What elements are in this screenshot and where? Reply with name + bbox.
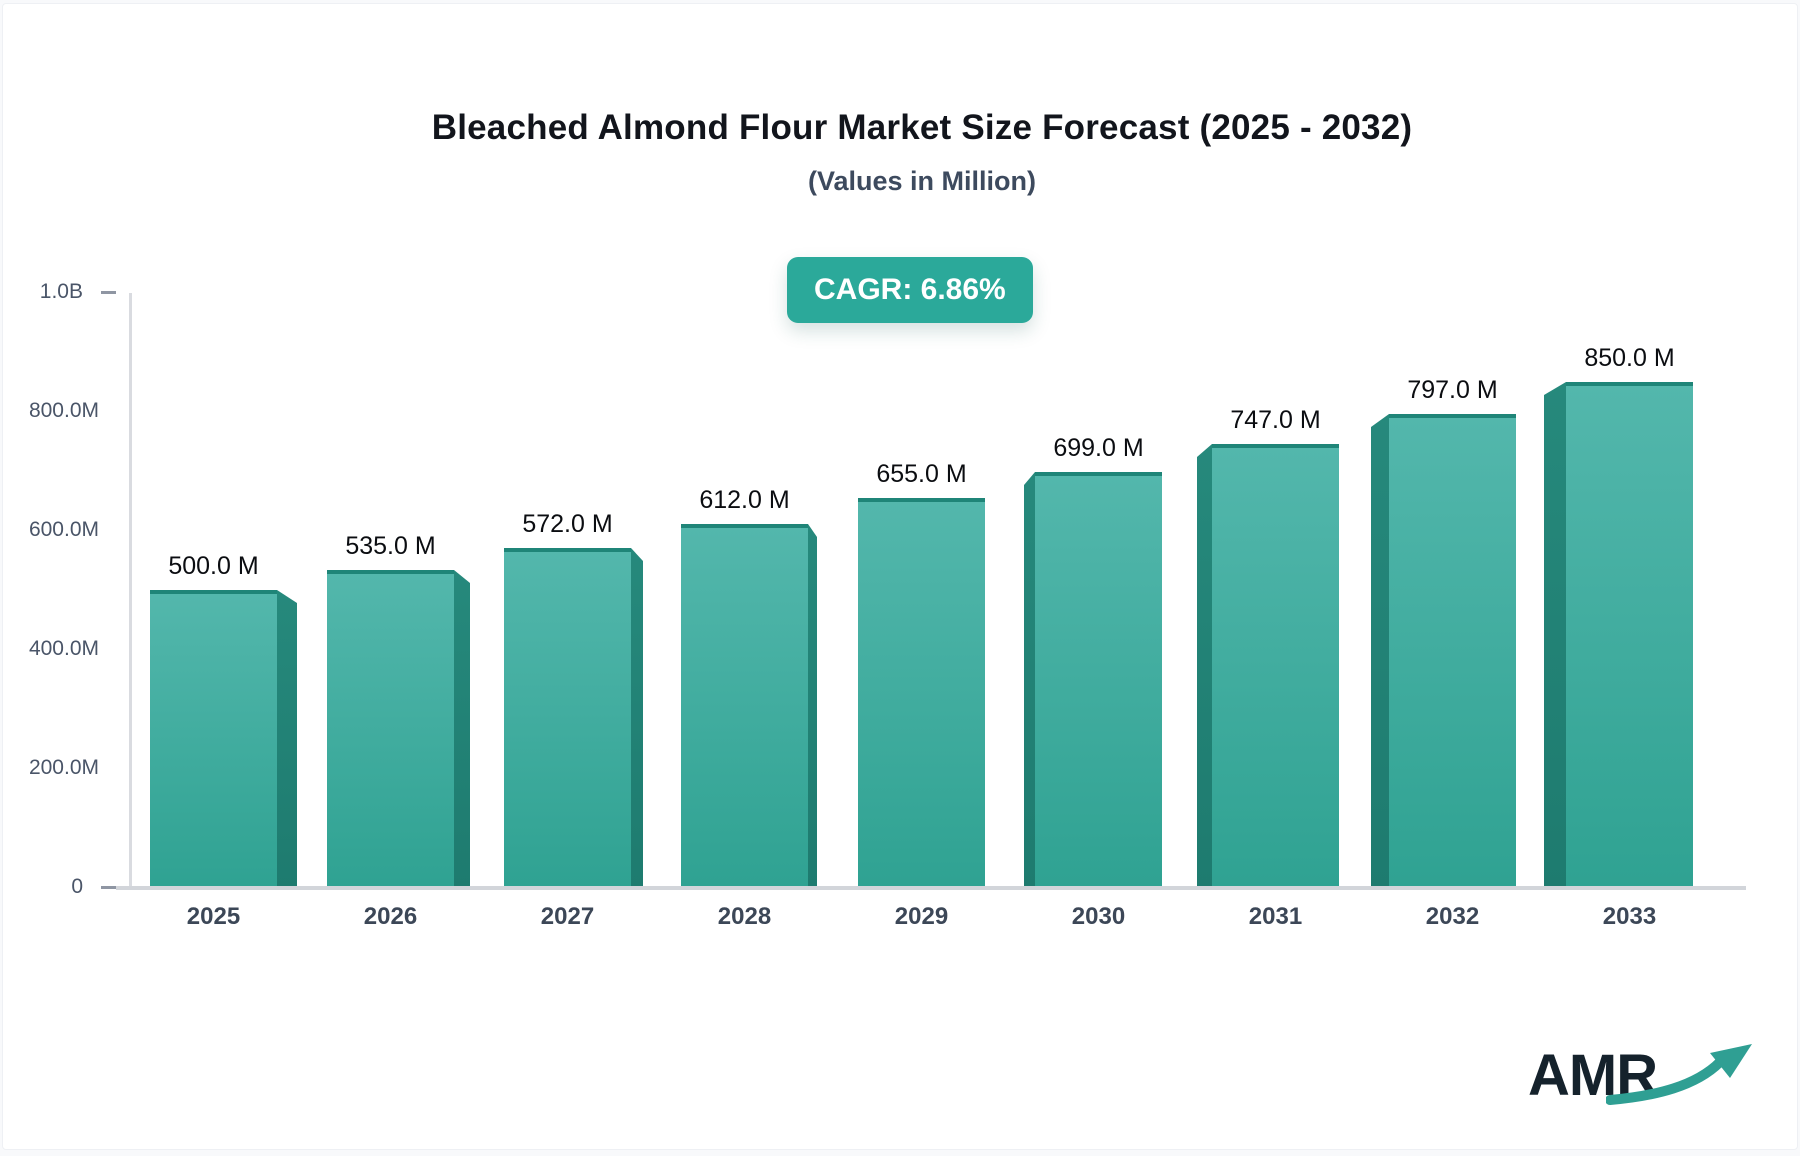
bar-value-label: 655.0 M [876, 460, 967, 488]
bar-side-face [1371, 414, 1389, 888]
bar [1212, 444, 1339, 888]
x-axis-label: 2033 [1602, 903, 1657, 930]
chart-title: Bleached Almond Flour Market Size Foreca… [431, 108, 1413, 147]
x-axis-label: 2032 [1425, 903, 1480, 930]
bar [1389, 414, 1516, 888]
bar-side-face [277, 590, 297, 888]
y-axis-label: 200.0M [28, 756, 99, 779]
y-axis-line [129, 293, 132, 888]
x-axis-label: 2028 [717, 903, 772, 930]
amr-logo: AMR [1528, 1038, 1758, 1118]
y-axis-label: 400.0M [28, 637, 99, 660]
bar [681, 524, 808, 888]
y-axis-label: 800.0M [28, 399, 99, 422]
trending-up-arrow-icon [1606, 1044, 1752, 1105]
y-axis-tick [101, 886, 116, 889]
x-axis-label: 2031 [1248, 903, 1303, 930]
x-axis-label: 2030 [1071, 903, 1126, 930]
bar [858, 498, 985, 888]
chart-subtitle: (Values in Million) [807, 166, 1037, 196]
bar [1566, 382, 1693, 888]
y-axis-label: 0 [71, 875, 83, 898]
bar-value-label: 797.0 M [1407, 376, 1498, 404]
y-axis-tick [101, 291, 116, 294]
x-axis-label: 2025 [186, 903, 241, 930]
bar-value-label: 850.0 M [1584, 344, 1675, 372]
bar-side-face [454, 570, 470, 888]
bar [327, 570, 454, 888]
bar-side-face [1024, 472, 1035, 888]
bar [150, 590, 277, 888]
x-axis-label: 2026 [363, 903, 418, 930]
x-axis-label: 2029 [894, 903, 949, 930]
bar-value-label: 612.0 M [699, 486, 790, 514]
y-axis-label: 600.0M [28, 518, 99, 541]
cagr-badge: CAGR: 6.86% [787, 257, 1033, 323]
bar-value-label: 535.0 M [345, 532, 436, 560]
bar [504, 548, 631, 888]
bar-side-face [1544, 382, 1566, 888]
y-axis-label: 1.0B [39, 280, 83, 303]
bar-side-face [631, 548, 643, 888]
bar-value-label: 572.0 M [522, 510, 613, 538]
bar-value-label: 500.0 M [168, 552, 259, 580]
bar [1035, 472, 1162, 888]
bar-side-face [1197, 444, 1212, 888]
bar-value-label: 747.0 M [1230, 406, 1321, 434]
x-axis-label: 2027 [540, 903, 595, 930]
bar-side-face [808, 524, 817, 888]
bar-value-label: 699.0 M [1053, 434, 1144, 462]
x-axis-line [116, 886, 1746, 890]
